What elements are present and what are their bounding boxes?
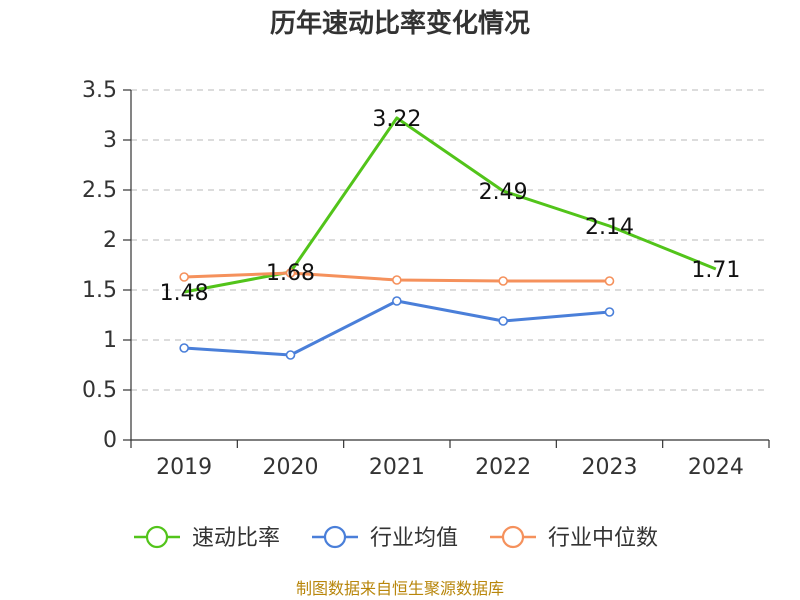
x-tick-label: 2021 xyxy=(369,455,425,480)
data-label: 1.68 xyxy=(266,261,315,286)
legend-label: 行业均值 xyxy=(370,526,458,551)
data-point xyxy=(498,316,508,326)
y-tick-label: 2 xyxy=(103,228,117,253)
legend-marker xyxy=(145,525,169,549)
y-tick-label: 2.5 xyxy=(82,178,117,203)
data-label: 2.49 xyxy=(479,180,528,205)
data-point xyxy=(392,296,402,306)
data-point xyxy=(285,268,296,278)
data-point xyxy=(498,276,508,286)
y-tick-label: 1 xyxy=(103,328,117,353)
data-point xyxy=(285,350,296,360)
source-note: 制图数据来自恒生聚源数据库 xyxy=(296,579,504,598)
x-tick-label: 2023 xyxy=(582,455,638,480)
series-group xyxy=(179,116,717,360)
data-label: 1.71 xyxy=(691,258,740,283)
data-point xyxy=(179,343,189,353)
data-labels: 1.48 1.68 3.22 2.49 2.14 1.71 xyxy=(160,107,741,306)
legend-marker xyxy=(501,525,525,549)
series-line xyxy=(184,299,610,357)
data-label: 3.22 xyxy=(372,107,421,132)
data-label: 1.48 xyxy=(160,281,209,306)
data-label: 2.14 xyxy=(585,215,634,240)
y-tick-label: 0.5 xyxy=(82,378,117,403)
y-tick-label: 3 xyxy=(103,128,117,153)
axes: 0 0.5 1 1.5 2 2.5 3 3.5 2019 2020 2021 2022 2023 2024 xyxy=(82,78,770,480)
x-tick-label: 2019 xyxy=(156,455,212,480)
y-tick-label: 0 xyxy=(103,428,117,453)
legend-label: 行业中位数 xyxy=(548,526,658,551)
data-point xyxy=(392,275,402,285)
data-point xyxy=(604,307,615,317)
data-point xyxy=(179,272,189,282)
data-point xyxy=(604,276,615,286)
legend-label: 速动比率 xyxy=(192,526,280,551)
y-tick-label: 1.5 xyxy=(82,278,117,303)
y-tick-label: 3.5 xyxy=(82,78,117,103)
chart-title: 历年速动比率变化情况 xyxy=(270,8,530,39)
x-tick-label: 2020 xyxy=(263,455,319,480)
x-tick-label: 2024 xyxy=(688,455,744,480)
grid-lines xyxy=(131,89,769,391)
legend: 速动比率 行业均值 行业中位数 xyxy=(134,525,658,551)
x-tick-label: 2022 xyxy=(475,455,531,480)
series-line xyxy=(183,116,717,294)
legend-marker xyxy=(323,525,347,549)
